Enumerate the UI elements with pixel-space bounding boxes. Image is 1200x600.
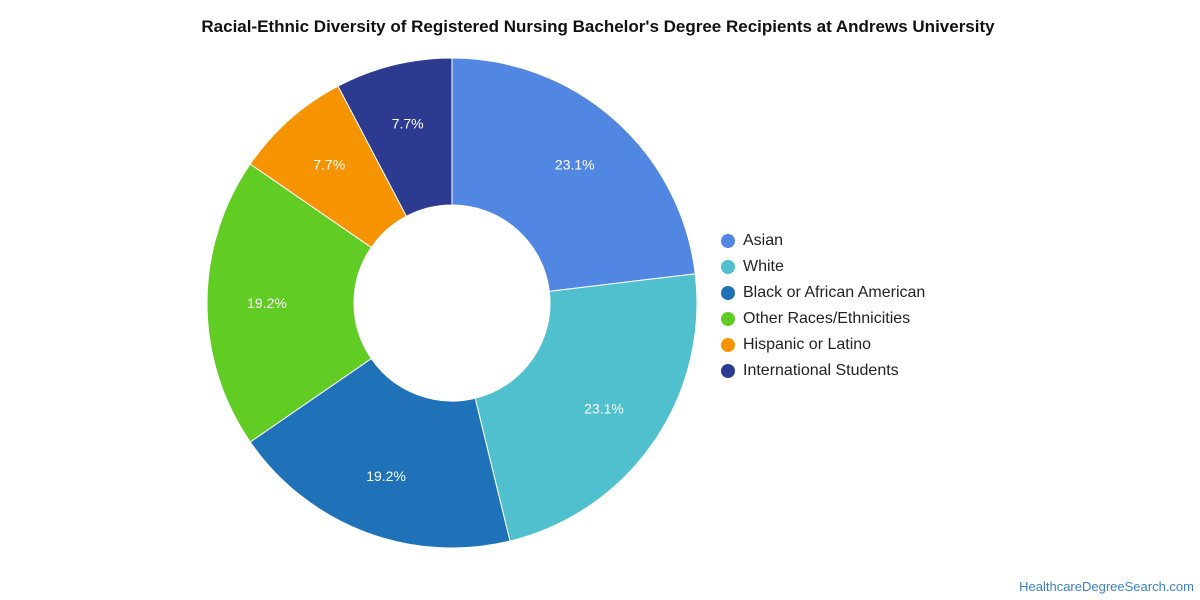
legend-item-hispanic-or-latino[interactable]: Hispanic or Latino	[721, 332, 925, 358]
data-label-international-students: 7.7%	[392, 115, 424, 131]
chart-legend: Asian White Black or African American Other…	[721, 228, 925, 384]
source-link[interactable]: HealthcareDegreeSearch.com	[1019, 579, 1194, 594]
legend-item-asian[interactable]: Asian	[721, 228, 925, 254]
legend-item-international-students[interactable]: International Students	[721, 358, 925, 384]
legend-swatch	[721, 234, 735, 248]
legend-item-other-races-ethnicities[interactable]: Other Races/Ethnicities	[721, 306, 925, 332]
legend-label: Black or African American	[743, 284, 926, 301]
slice-white[interactable]	[474, 273, 698, 542]
slice-asian[interactable]	[451, 57, 696, 292]
legend-swatch	[721, 260, 735, 274]
legend-label: Asian	[743, 232, 784, 249]
legend-label: Hispanic or Latino	[743, 336, 872, 353]
legend-swatch	[721, 286, 735, 300]
legend-swatch	[721, 312, 735, 326]
legend-swatch	[721, 364, 735, 378]
data-label-hispanic-or-latino: 7.7%	[313, 157, 345, 173]
slice-other-races-ethnicities[interactable]	[206, 163, 372, 443]
data-label-white: 23.1%	[584, 400, 624, 416]
legend-swatch	[721, 338, 735, 352]
chart-title: Racial-Ethnic Diversity of Registered Nu…	[201, 17, 995, 36]
data-label-black-or-african-american: 19.2%	[366, 468, 406, 484]
data-label-other-races-ethnicities: 19.2%	[247, 295, 287, 311]
slice-black-or-african-american[interactable]	[249, 357, 511, 549]
data-label-asian: 23.1%	[555, 157, 595, 173]
slice-international-students[interactable]	[337, 57, 453, 217]
legend-label: International Students	[743, 362, 899, 379]
legend-label: White	[743, 258, 784, 275]
legend-label: Other Races/Ethnicities	[743, 310, 911, 327]
legend-item-black-or-african-american[interactable]: Black or African American	[721, 280, 925, 306]
legend-item-white[interactable]: White	[721, 254, 925, 280]
